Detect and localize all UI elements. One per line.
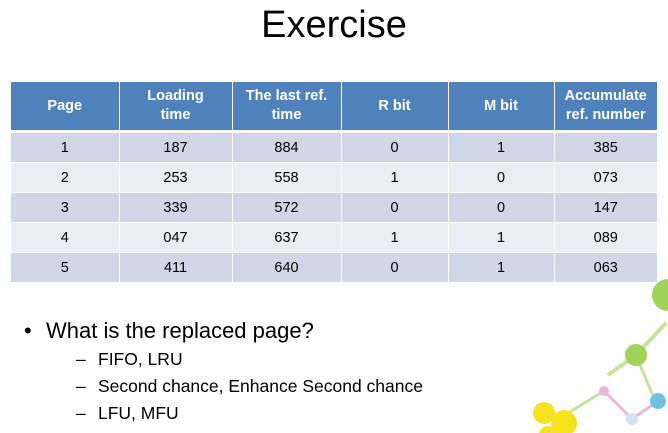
header-page: Page	[11, 82, 120, 133]
cell-m-bit: 0	[448, 162, 555, 193]
cell-m-bit: 0	[448, 192, 555, 223]
header-loading-time: Loading time	[119, 82, 233, 133]
cell-r-bit: 0	[341, 252, 449, 283]
sub-item: – Second chance, Enhance Second chance	[24, 373, 524, 400]
cell-accumulate-ref-number: 385	[554, 131, 657, 163]
sub-item: – LFU, MFU	[24, 400, 524, 427]
cell-page: 2	[11, 162, 120, 193]
cell-page: 4	[11, 222, 120, 253]
table-row: 1 187 884 0 1 385	[11, 131, 657, 163]
cell-r-bit: 0	[341, 192, 449, 223]
question-list: • What is the replaced page? – FIFO, LRU…	[24, 316, 524, 427]
header-accumulate-ref-number: Accumulate ref. number	[554, 82, 657, 133]
cell-page: 5	[11, 252, 120, 283]
question-item: • What is the replaced page?	[24, 316, 524, 346]
cell-page: 3	[11, 192, 120, 223]
cell-last-ref-time: 640	[232, 252, 342, 283]
header-r-bit: R bit	[341, 82, 449, 133]
cell-last-ref-time: 637	[232, 222, 342, 253]
bullet-marker: •	[24, 318, 32, 343]
cell-accumulate-ref-number: 073	[554, 162, 657, 193]
sub-item: – FIFO, LRU	[24, 346, 524, 373]
page-table: Page Loading time The last ref. time R bit…	[11, 82, 657, 283]
cell-last-ref-time: 558	[232, 162, 342, 193]
dash-marker: –	[76, 376, 86, 396]
sub-item-text: FIFO, LRU	[98, 349, 183, 369]
cell-loading-time: 047	[119, 222, 233, 253]
cell-page: 1	[11, 131, 120, 163]
sub-item-text: Second chance, Enhance Second chance	[98, 376, 423, 396]
dash-marker: –	[76, 403, 86, 423]
table-row: 3 339 572 0 0 147	[11, 192, 657, 223]
dash-marker: –	[76, 349, 86, 369]
table-row: 5 411 640 0 1 063	[11, 252, 657, 283]
sub-item-text: LFU, MFU	[98, 403, 179, 423]
table-row: 2 253 558 1 0 073	[11, 162, 657, 193]
table-row: 4 047 637 1 1 089	[11, 222, 657, 253]
cell-loading-time: 253	[119, 162, 233, 193]
cell-last-ref-time: 884	[232, 131, 342, 163]
cell-last-ref-time: 572	[232, 192, 342, 223]
header-m-bit: M bit	[448, 82, 555, 133]
cell-loading-time: 411	[119, 252, 233, 283]
slide-title: Exercise	[261, 4, 407, 46]
cell-r-bit: 1	[341, 222, 449, 253]
cell-m-bit: 1	[448, 252, 555, 283]
cell-loading-time: 339	[119, 192, 233, 223]
cell-m-bit: 1	[448, 222, 555, 253]
table-header-row: Page Loading time The last ref. time R bit…	[11, 82, 657, 133]
header-last-ref-time: The last ref. time	[232, 82, 342, 133]
cell-loading-time: 187	[119, 131, 233, 163]
question-text: What is the replaced page?	[46, 318, 314, 343]
molecule-decoration-icon	[533, 279, 668, 433]
cell-accumulate-ref-number: 147	[554, 192, 657, 223]
cell-m-bit: 1	[448, 131, 555, 163]
cell-r-bit: 0	[341, 131, 449, 163]
cell-accumulate-ref-number: 089	[554, 222, 657, 253]
cell-r-bit: 1	[341, 162, 449, 193]
cell-accumulate-ref-number: 063	[554, 252, 657, 283]
